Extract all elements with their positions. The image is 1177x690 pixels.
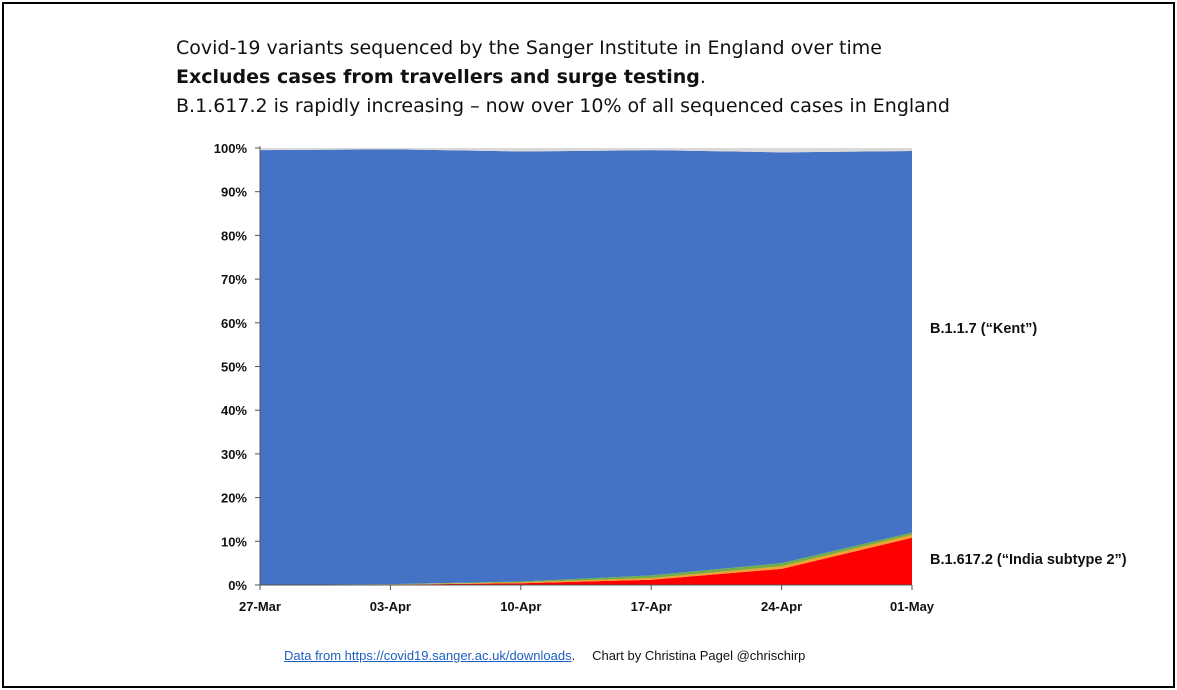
x-tick-label: 03-Apr [370, 599, 411, 614]
area-series-b-1-617-2 [260, 537, 912, 585]
label-india-subtype-2: B.1.617.2 (“India subtype 2”) [930, 552, 1127, 568]
x-tick-label: 10-Apr [500, 599, 541, 614]
x-tick-label: 17-Apr [631, 599, 672, 614]
y-tick-label: 50% [221, 360, 247, 375]
chart-credit: Chart by Christina Pagel @chrischirp [592, 648, 806, 663]
y-tick-label: 0% [228, 578, 247, 593]
y-tick-label: 80% [221, 228, 247, 243]
y-tick-label: 60% [221, 316, 247, 331]
y-tick-label: 30% [221, 447, 247, 462]
y-tick-label: 70% [221, 272, 247, 287]
x-tick-label: 27-Mar [239, 599, 281, 614]
title-line-2-text: Excludes cases from travellers and surge… [176, 66, 700, 88]
area-series-other-4 [260, 148, 912, 153]
source-link[interactable]: Data from https://covid19.sanger.ac.uk/d… [284, 648, 572, 663]
x-tick-label: 01-May [890, 599, 935, 614]
y-tick-label: 10% [221, 534, 247, 549]
source-suffix: . [571, 648, 576, 663]
title-line-3: B.1.617.2 is rapidly increasing – now ov… [176, 95, 950, 117]
x-tick-label: 24-Apr [761, 599, 802, 614]
title-line-2: Excludes cases from travellers and surge… [176, 63, 1076, 92]
chart-title: Covid-19 variants sequenced by the Sange… [176, 34, 1076, 121]
area-series-b-1-1-7 [260, 149, 912, 585]
y-tick-label: 20% [221, 491, 247, 506]
title-line-2-suffix: . [699, 66, 706, 88]
y-tick-label: 90% [221, 185, 247, 200]
chart-footer: Data from https://covid19.sanger.ac.uk/d… [284, 648, 805, 663]
title-line-1: Covid-19 variants sequenced by the Sange… [176, 37, 882, 59]
y-tick-label: 100% [214, 141, 248, 156]
y-tick-label: 40% [221, 403, 247, 418]
label-kent: B.1.1.7 (“Kent”) [930, 321, 1037, 337]
